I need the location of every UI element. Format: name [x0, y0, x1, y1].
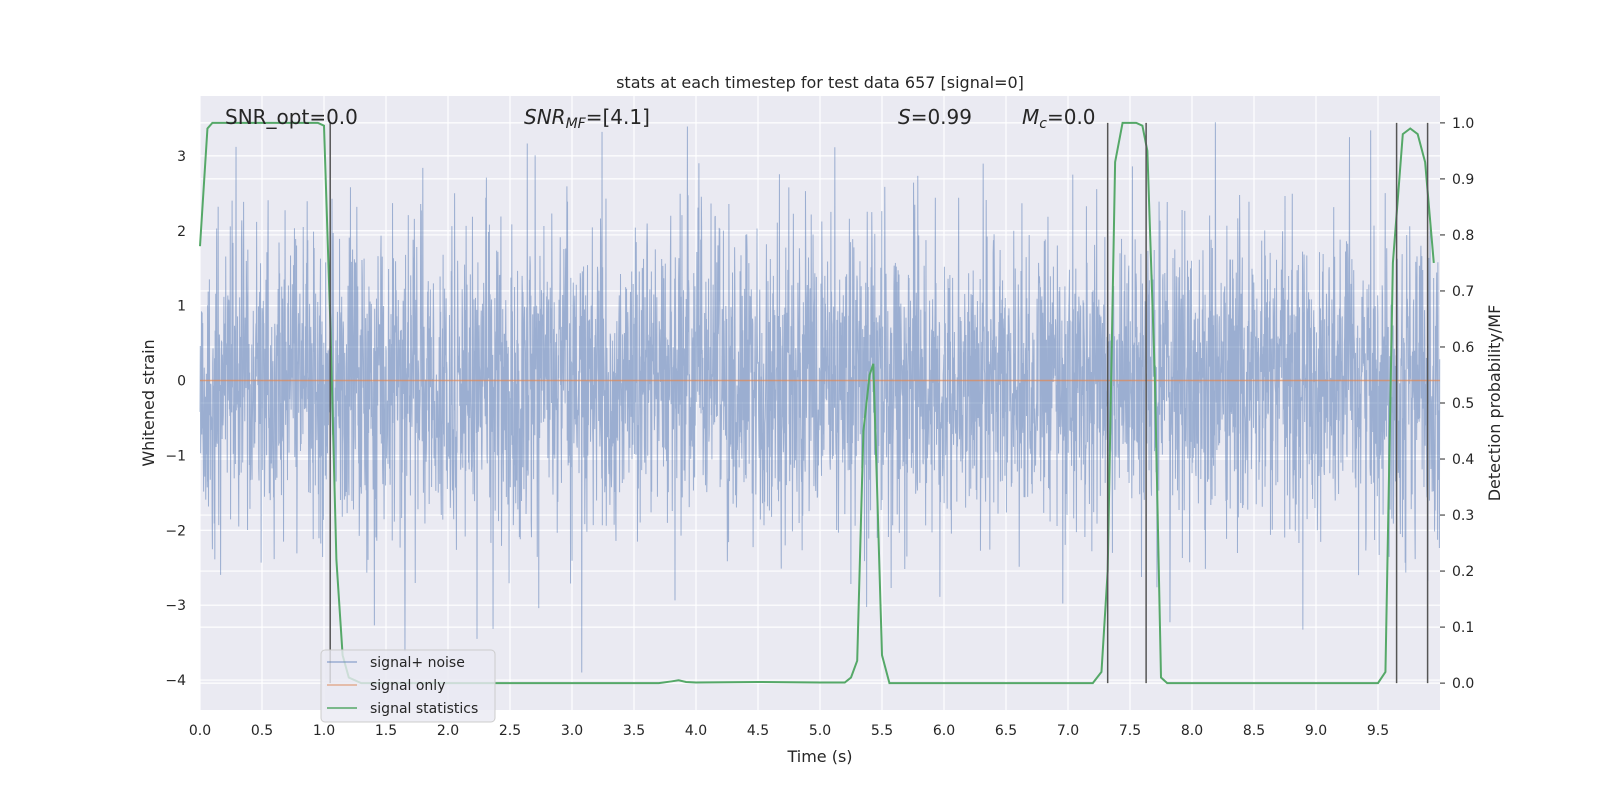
y-right-tick-label: 0.7 [1452, 284, 1474, 300]
annotation-s: S=0.99 [898, 105, 972, 129]
y-tick-label: 3 [177, 149, 186, 165]
annotation-snr-mf: SNRMF=[4.1] [524, 105, 650, 132]
x-tick-label: 4.5 [747, 723, 769, 739]
x-tick-label: 6.0 [933, 723, 955, 739]
y-right-tick-label: 0.0 [1452, 676, 1474, 692]
annotation-snr-opt: SNR_opt=0.0 [225, 105, 358, 129]
x-tick-label: 6.5 [995, 723, 1017, 739]
y-tick-label: 0 [177, 374, 186, 390]
x-tick-label: 4.0 [685, 723, 707, 739]
annotation-mc-sub: c [1039, 116, 1047, 132]
legend-box [320, 649, 496, 723]
y-right-tick-label: 0.5 [1452, 396, 1474, 412]
x-tick-label: 5.5 [871, 723, 893, 739]
legend-entry-signal-statistics: signal statistics [370, 701, 478, 717]
annotation-mc-main: M [1022, 105, 1039, 129]
x-tick-label: 7.5 [1119, 723, 1141, 739]
signal-noise-line [199, 122, 1441, 673]
y-right-tick-label: 1.0 [1452, 116, 1474, 132]
y-tick-label: −2 [165, 523, 186, 539]
x-tick-label: 9.0 [1305, 723, 1327, 739]
chart-title: stats at each timestep for test data 657… [616, 73, 1024, 92]
x-tick-label: 3.5 [623, 723, 645, 739]
y-axis-label: Whitened strain [139, 339, 158, 466]
legend: signal+ noise signal only signal statist… [320, 649, 496, 723]
series-signal-noise [199, 122, 1441, 673]
signal-statistics-line [199, 121, 1435, 685]
x-tick-label: 1.0 [313, 723, 335, 739]
tick-labels: 0.0 0.5 1.0 1.5 2.0 2.5 3.0 3.5 4.0 4.5 5.0 5.5 6.0 6… [165, 116, 1474, 739]
annotation-snr-mf-sub: MF [566, 116, 587, 132]
y-right-tick-label: 0.4 [1452, 452, 1474, 468]
series-signal-statistics [199, 121, 1435, 685]
annotation-snr-mf-tail: =[4.1] [586, 105, 650, 129]
x-tick-label: 1.5 [375, 723, 397, 739]
x-tick-label: 5.0 [809, 723, 831, 739]
y-tick-label: −1 [165, 448, 186, 464]
x-tick-label: 2.5 [499, 723, 521, 739]
y-axis-right-label: Detection probability/MF [1485, 305, 1504, 502]
y-tick-label: 2 [177, 224, 186, 240]
y-right-tick-label: 0.6 [1452, 340, 1474, 356]
x-tick-label: 2.0 [437, 723, 459, 739]
y-right-tick-label: 0.3 [1452, 508, 1474, 524]
x-tick-label: 0.5 [251, 723, 273, 739]
legend-entry-signal-only: signal only [370, 678, 445, 694]
y-right-tick-label: 0.9 [1452, 172, 1474, 188]
annotation-s-main: S [898, 105, 911, 129]
y-right-tick-label: 0.2 [1452, 564, 1474, 580]
y-right-tick-label: 0.1 [1452, 620, 1474, 636]
y-tick-label: 1 [177, 299, 186, 315]
y-right-tick-label: 0.8 [1452, 228, 1474, 244]
y-tick-label: −4 [165, 673, 186, 689]
annotation-snr-mf-main: SNR [524, 105, 566, 129]
annotation-s-tail: =0.99 [911, 105, 972, 129]
x-tick-label: 0.0 [189, 723, 211, 739]
vertical-markers [329, 122, 1429, 684]
x-tick-label: 9.5 [1367, 723, 1389, 739]
x-axis-label: Time (s) [786, 747, 852, 766]
y-tick-label: −3 [165, 598, 186, 614]
legend-entry-signal-noise: signal+ noise [370, 655, 465, 671]
x-tick-label: 8.0 [1181, 723, 1203, 739]
annotation-mc: Mc=0.0 [1022, 105, 1096, 132]
x-tick-label: 3.0 [561, 723, 583, 739]
annotation-mc-tail: =0.0 [1047, 105, 1096, 129]
x-tick-label: 7.0 [1057, 723, 1079, 739]
x-tick-label: 8.5 [1243, 723, 1265, 739]
